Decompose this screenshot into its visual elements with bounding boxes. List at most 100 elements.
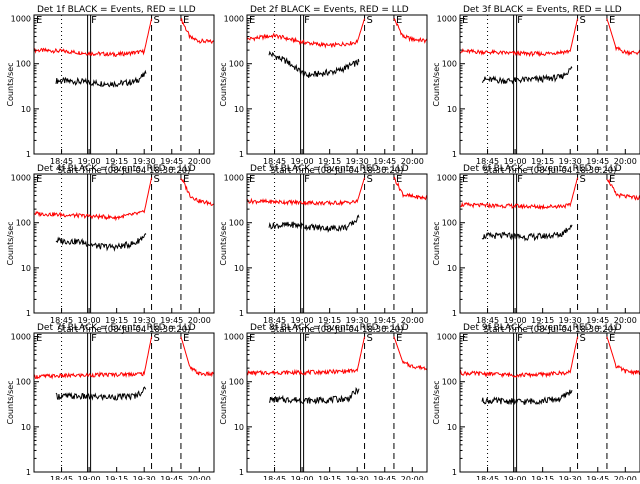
y-tick-label: 1000: [11, 174, 31, 183]
plot-frame: [246, 14, 428, 155]
marker-label: F: [91, 333, 97, 344]
series-line-events: [481, 65, 573, 85]
marker-label: E: [249, 174, 255, 185]
x-tick-label: 19:00: [504, 475, 527, 480]
marker-label: E: [36, 15, 42, 26]
y-tick-label: 100: [229, 219, 244, 228]
series-line-lld: [459, 336, 579, 379]
x-tick-label: 18:45: [50, 157, 73, 166]
series-line-lld: [180, 18, 215, 45]
series-line-lld: [606, 336, 640, 376]
x-tick-label: 18:45: [476, 475, 499, 480]
chart-title: Det 6f BLACK = Events, RED = LLD: [463, 164, 622, 174]
x-tick-label: 19:30: [133, 157, 156, 166]
x-tick-label: 19:45: [586, 316, 609, 325]
y-tick-label: 1: [26, 309, 31, 318]
marker-label: E: [462, 333, 468, 344]
y-tick-label: 100: [16, 219, 31, 228]
series-line-lld: [180, 178, 215, 207]
series-line-lld: [246, 177, 366, 207]
marker-label: F: [91, 15, 97, 26]
x-tick-label: 18:45: [263, 157, 286, 166]
marker-label: F: [304, 15, 310, 26]
plot-frame: [459, 332, 640, 473]
series-line-lld: [606, 18, 640, 57]
marker-label: S: [580, 174, 586, 185]
y-tick-label: 1000: [224, 174, 244, 183]
y-tick-label: 10: [21, 105, 31, 114]
plot-frame: [33, 14, 215, 155]
x-tick-label: 19:30: [346, 157, 369, 166]
y-axis-label: Counts/sec: [219, 380, 228, 424]
series-line-events: [55, 386, 147, 402]
x-tick-label: 19:45: [160, 157, 183, 166]
marker-label: F: [517, 333, 523, 344]
marker-label: E: [609, 15, 615, 26]
x-tick-label: 19:15: [318, 157, 341, 166]
y-tick-label: 10: [447, 105, 457, 114]
marker-label: S: [367, 174, 373, 185]
y-axis-label: Counts/sec: [432, 380, 441, 424]
y-axis-label: Counts/sec: [6, 380, 15, 424]
y-tick-label: 1000: [437, 333, 457, 342]
x-tick-label: 19:15: [531, 316, 554, 325]
plot-frame: [246, 173, 428, 314]
x-tick-label: 19:45: [373, 157, 396, 166]
x-tick-label: 19:30: [133, 475, 156, 480]
y-axis-label: Counts/sec: [6, 221, 15, 265]
chart-title: Det 3f BLACK = Events, RED = LLD: [463, 5, 622, 15]
x-tick-label: 20:00: [188, 475, 211, 480]
marker-label: F: [91, 174, 97, 185]
y-tick-label: 100: [229, 378, 244, 387]
x-tick-label: 19:00: [78, 475, 101, 480]
series-line-events: [481, 389, 573, 406]
x-tick-label: 19:45: [160, 316, 183, 325]
plot-frame: [459, 14, 640, 155]
marker-label: E: [396, 15, 402, 26]
marker-label: F: [517, 174, 523, 185]
series-line-lld: [33, 336, 153, 380]
y-tick-label: 1: [239, 468, 244, 477]
marker-label: S: [154, 174, 160, 185]
chart-title: Det 7f BLACK = Events, RED = LLD: [37, 323, 196, 333]
y-tick-label: 10: [234, 264, 244, 273]
series-line-events: [268, 386, 360, 405]
x-tick-label: 19:45: [586, 475, 609, 480]
marker-label: E: [36, 174, 42, 185]
marker-label: E: [249, 15, 255, 26]
y-tick-label: 100: [442, 378, 457, 387]
marker-label: S: [154, 15, 160, 26]
x-axis-label: Start Time (08-Jul-04 18:30:20): [484, 325, 617, 335]
y-tick-label: 1: [452, 150, 457, 159]
series-line-lld: [180, 336, 215, 378]
marker-label: E: [36, 333, 42, 344]
series-line-lld: [393, 17, 428, 44]
series-line-events: [268, 214, 360, 233]
series-line-lld: [247, 336, 366, 377]
x-tick-label: 19:00: [78, 316, 101, 325]
x-tick-label: 19:15: [105, 475, 128, 480]
series-line-events: [268, 50, 360, 79]
y-tick-label: 10: [234, 105, 244, 114]
y-tick-label: 100: [442, 219, 457, 228]
y-tick-label: 10: [234, 423, 244, 432]
marker-label: F: [304, 333, 310, 344]
marker-label: E: [183, 333, 189, 344]
series-line-events: [55, 69, 147, 88]
x-tick-label: 18:45: [50, 316, 73, 325]
x-tick-label: 19:15: [318, 475, 341, 480]
y-tick-label: 100: [16, 378, 31, 387]
x-tick-label: 19:00: [504, 316, 527, 325]
series-line-lld: [393, 176, 428, 201]
x-tick-label: 20:00: [401, 157, 424, 166]
x-tick-label: 18:45: [263, 316, 286, 325]
chart-title: Det 8f BLACK = Events, RED = LLD: [250, 323, 409, 333]
y-axis-label: Counts/sec: [432, 221, 441, 265]
x-tick-label: 18:45: [476, 157, 499, 166]
y-tick-label: 1: [26, 150, 31, 159]
x-tick-label: 19:45: [160, 475, 183, 480]
marker-label: S: [580, 15, 586, 26]
